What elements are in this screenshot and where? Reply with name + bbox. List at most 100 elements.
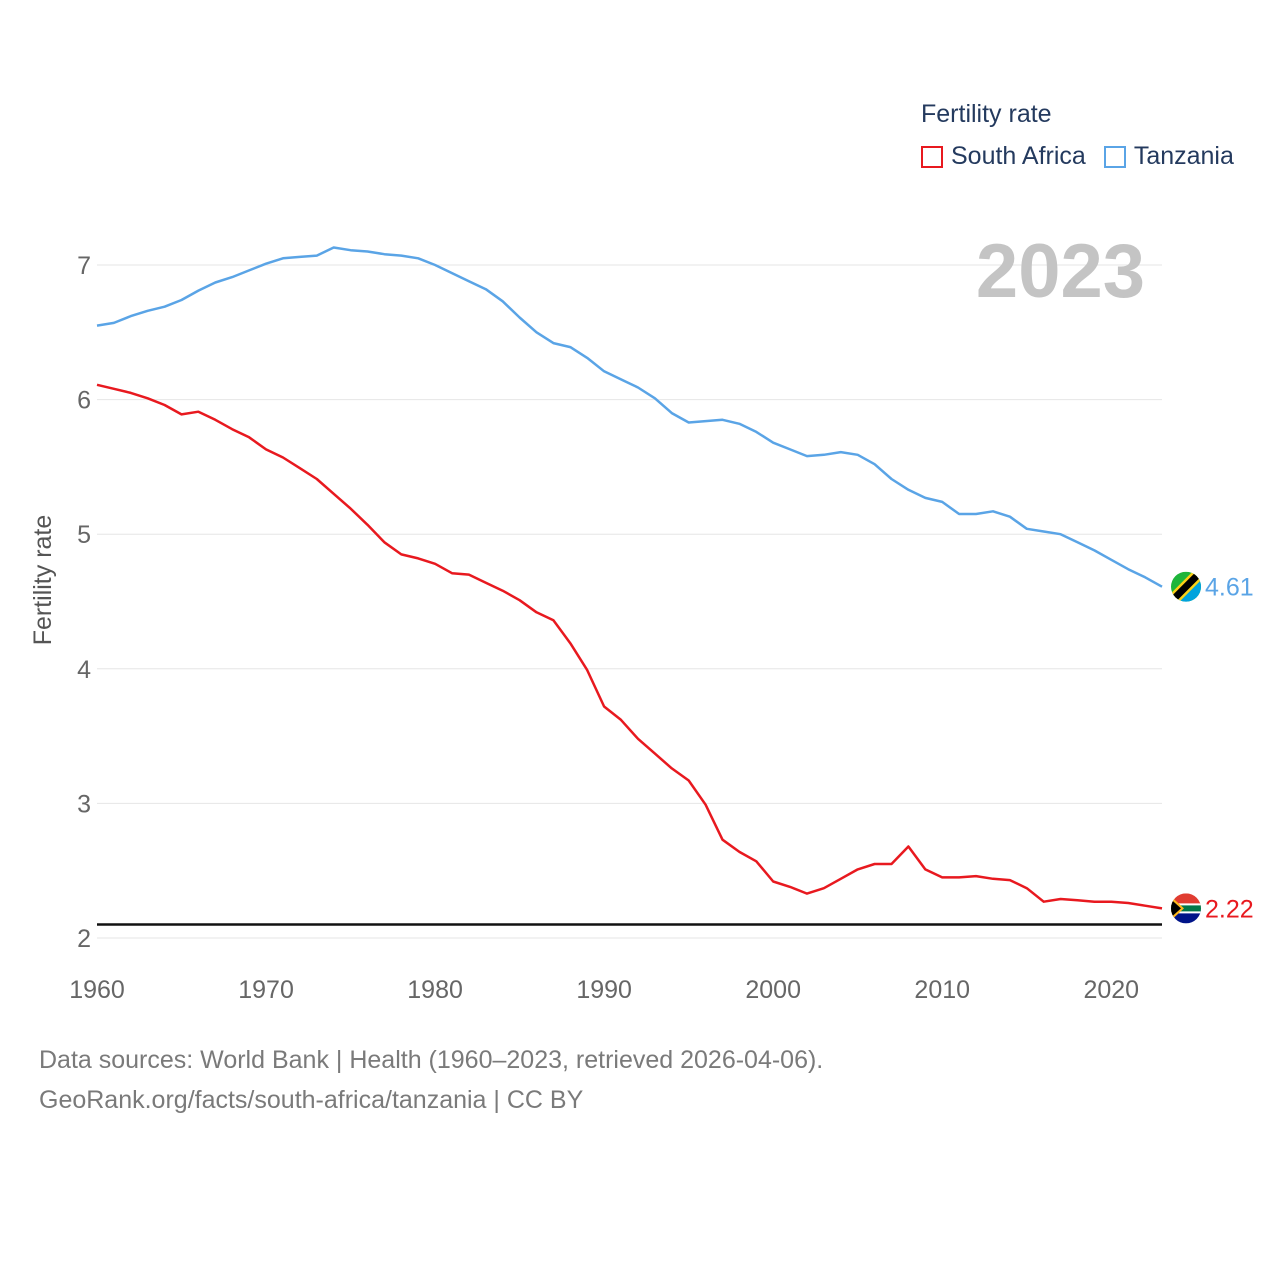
data-point-south-africa[interactable] [567, 640, 573, 646]
data-point-tanzania[interactable] [889, 476, 895, 482]
data-point-south-africa[interactable] [821, 885, 827, 891]
data-point-tanzania[interactable] [212, 279, 218, 285]
data-point-south-africa[interactable] [872, 861, 878, 867]
data-point-south-africa[interactable] [601, 703, 607, 709]
data-point-south-africa[interactable] [162, 402, 168, 408]
data-point-south-africa[interactable] [246, 434, 252, 440]
legend-item-south-africa[interactable]: South Africa [921, 142, 1086, 171]
data-point-tanzania[interactable] [855, 452, 861, 458]
data-point-south-africa[interactable] [719, 837, 725, 843]
data-point-tanzania[interactable] [736, 421, 742, 427]
data-point-south-africa[interactable] [179, 411, 185, 417]
data-point-tanzania[interactable] [905, 487, 911, 493]
data-point-tanzania[interactable] [1074, 539, 1080, 545]
data-point-south-africa[interactable] [331, 491, 337, 497]
data-point-south-africa[interactable] [195, 409, 201, 415]
series-line-tanzania[interactable] [96, 246, 1163, 588]
data-point-tanzania[interactable] [635, 384, 641, 390]
data-point-south-africa[interactable] [297, 465, 303, 471]
data-point-south-africa[interactable] [686, 778, 692, 784]
data-point-south-africa[interactable] [415, 555, 421, 561]
data-point-tanzania[interactable] [280, 255, 286, 261]
data-point-south-africa[interactable] [550, 617, 556, 623]
data-point-tanzania[interactable] [872, 461, 878, 467]
data-point-tanzania[interactable] [787, 446, 793, 452]
data-point-tanzania[interactable] [838, 449, 844, 455]
data-point-south-africa[interactable] [1125, 900, 1131, 906]
data-point-south-africa[interactable] [939, 874, 945, 880]
data-point-tanzania[interactable] [1024, 526, 1030, 532]
data-point-south-africa[interactable] [94, 382, 100, 388]
data-point-south-africa[interactable] [364, 522, 370, 528]
data-point-tanzania[interactable] [500, 298, 506, 304]
data-point-south-africa[interactable] [449, 570, 455, 576]
data-point-tanzania[interactable] [703, 418, 709, 424]
data-point-tanzania[interactable] [1091, 547, 1097, 553]
data-point-tanzania[interactable] [1142, 574, 1148, 580]
data-point-south-africa[interactable] [534, 609, 540, 615]
data-point-south-africa[interactable] [128, 390, 134, 396]
data-point-tanzania[interactable] [719, 417, 725, 423]
data-point-south-africa[interactable] [753, 858, 759, 864]
data-point-south-africa[interactable] [838, 876, 844, 882]
data-point-south-africa[interactable] [669, 765, 675, 771]
data-point-south-africa[interactable] [1091, 899, 1097, 905]
data-point-tanzania[interactable] [804, 453, 810, 459]
data-point-tanzania[interactable] [550, 340, 556, 346]
data-point-south-africa[interactable] [584, 667, 590, 673]
data-point-tanzania[interactable] [179, 297, 185, 303]
data-point-tanzania[interactable] [128, 313, 134, 319]
data-point-tanzania[interactable] [398, 253, 404, 259]
data-point-tanzania[interactable] [246, 267, 252, 273]
data-point-tanzania[interactable] [449, 270, 455, 276]
data-point-south-africa[interactable] [804, 891, 810, 897]
legend-item-tanzania[interactable]: Tanzania [1103, 142, 1234, 171]
data-point-south-africa[interactable] [432, 561, 438, 567]
data-point-south-africa[interactable] [736, 849, 742, 855]
data-point-tanzania[interactable] [922, 495, 928, 501]
data-point-south-africa[interactable] [1159, 905, 1165, 911]
data-point-south-africa[interactable] [1058, 896, 1064, 902]
data-point-tanzania[interactable] [1108, 557, 1114, 563]
data-point-tanzania[interactable] [601, 368, 607, 374]
data-point-south-africa[interactable] [652, 751, 658, 757]
data-point-tanzania[interactable] [348, 247, 354, 253]
data-point-south-africa[interactable] [1024, 885, 1030, 891]
data-point-tanzania[interactable] [1125, 566, 1131, 572]
data-point-south-africa[interactable] [111, 386, 117, 392]
data-point-south-africa[interactable] [348, 506, 354, 512]
data-point-tanzania[interactable] [517, 314, 523, 320]
data-point-tanzania[interactable] [990, 508, 996, 514]
data-point-tanzania[interactable] [686, 419, 692, 425]
data-point-south-africa[interactable] [500, 588, 506, 594]
data-point-south-africa[interactable] [1007, 877, 1013, 883]
data-point-tanzania[interactable] [534, 329, 540, 335]
data-point-tanzania[interactable] [297, 254, 303, 260]
data-point-south-africa[interactable] [1074, 897, 1080, 903]
data-point-tanzania[interactable] [939, 499, 945, 505]
data-point-tanzania[interactable] [229, 274, 235, 280]
data-point-tanzania[interactable] [432, 262, 438, 268]
data-point-south-africa[interactable] [635, 736, 641, 742]
data-point-tanzania[interactable] [111, 320, 117, 326]
data-point-tanzania[interactable] [381, 251, 387, 257]
data-point-south-africa[interactable] [1142, 903, 1148, 909]
data-point-tanzania[interactable] [331, 245, 337, 251]
data-point-tanzania[interactable] [1041, 529, 1047, 535]
data-point-south-africa[interactable] [770, 878, 776, 884]
data-point-south-africa[interactable] [905, 843, 911, 849]
data-point-south-africa[interactable] [703, 802, 709, 808]
data-point-tanzania[interactable] [567, 344, 573, 350]
footer-link[interactable]: GeoRank.org/facts/south-africa/tanzania … [39, 1086, 584, 1114]
data-point-tanzania[interactable] [618, 376, 624, 382]
data-point-tanzania[interactable] [956, 511, 962, 517]
data-point-south-africa[interactable] [229, 426, 235, 432]
data-point-tanzania[interactable] [483, 286, 489, 292]
data-point-tanzania[interactable] [415, 255, 421, 261]
data-point-tanzania[interactable] [669, 410, 675, 416]
data-point-south-africa[interactable] [990, 876, 996, 882]
series-line-south-africa[interactable] [96, 383, 1163, 910]
data-point-south-africa[interactable] [398, 551, 404, 557]
data-point-tanzania[interactable] [466, 278, 472, 284]
data-point-south-africa[interactable] [517, 597, 523, 603]
